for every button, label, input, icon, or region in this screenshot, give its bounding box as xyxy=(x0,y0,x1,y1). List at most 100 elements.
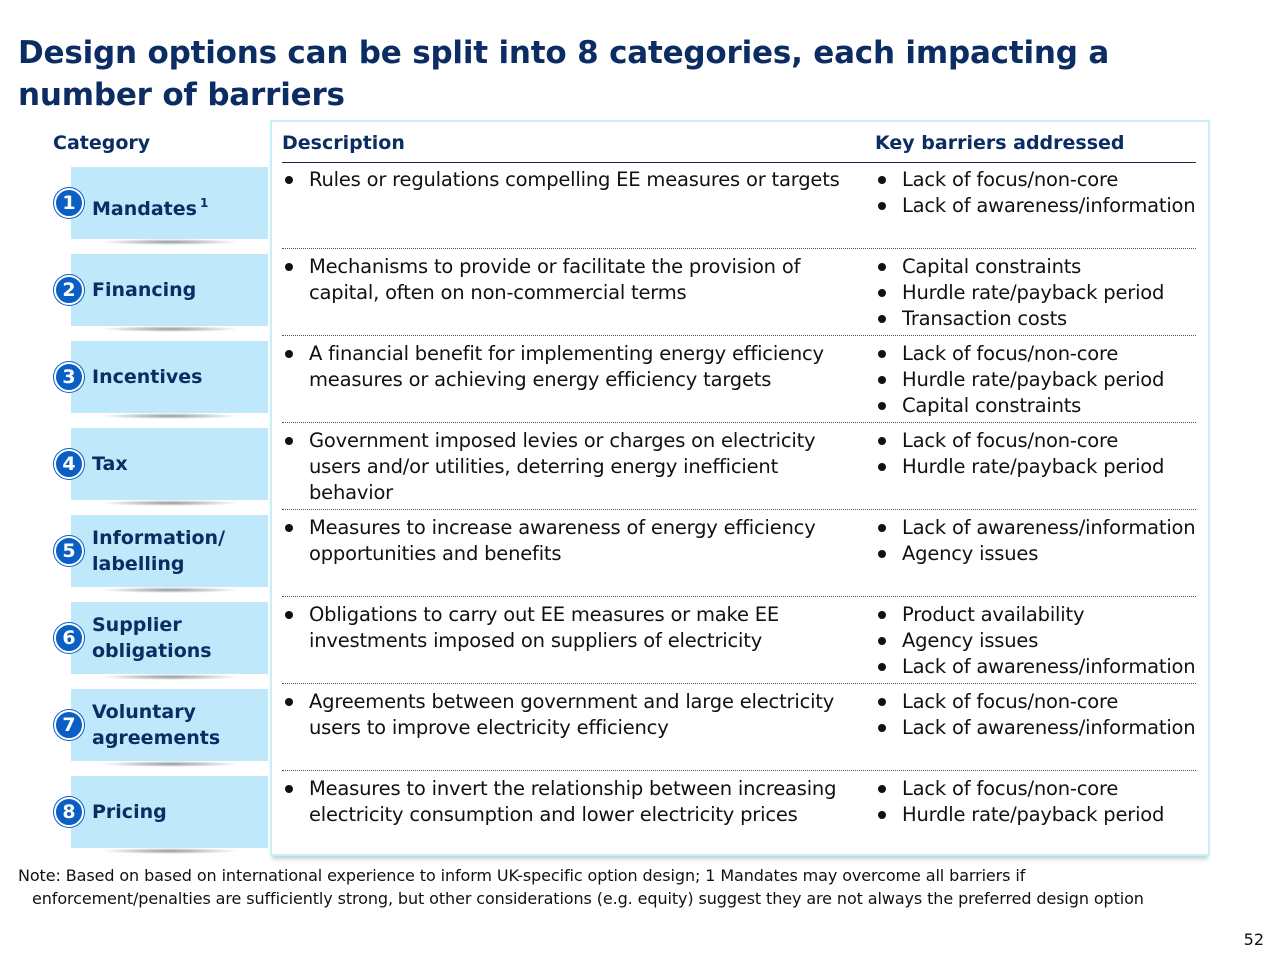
category-label: Incentives xyxy=(92,364,267,390)
category-box xyxy=(71,254,268,326)
description-item: Mechanisms to provide or facilitate the … xyxy=(282,254,862,306)
category-label-text: Mandates xyxy=(92,198,197,220)
category-number-badge: 4 xyxy=(54,449,84,479)
category-label: Mandates 1 xyxy=(92,190,267,222)
description-item: Obligations to carry out EE measures or … xyxy=(282,602,862,654)
barriers-list: Capital constraints Hurdle rate/payback p… xyxy=(875,254,1205,332)
category-label-text: Tax xyxy=(92,453,128,475)
category-label-text: Incentives xyxy=(92,366,203,388)
description-list: Agreements between government and large … xyxy=(282,689,862,741)
category-number-badge: 1 xyxy=(54,188,84,218)
footnote-line-1: Note: Based on based on international ex… xyxy=(18,866,1026,885)
description-item: Measures to increase awareness of energy… xyxy=(282,515,862,567)
category-label-text: Information/ labelling xyxy=(92,527,226,575)
barrier-item: Lack of focus/non-core xyxy=(875,428,1205,454)
barrier-item: Lack of focus/non-core xyxy=(875,776,1205,802)
category-box-shadow xyxy=(100,587,240,593)
description-list: Mechanisms to provide or facilitate the … xyxy=(282,254,862,306)
barrier-item: Lack of awareness/information xyxy=(875,515,1205,541)
category-box xyxy=(71,776,268,848)
footnote-marker: 1 xyxy=(199,196,209,210)
barrier-item: Lack of awareness/information xyxy=(875,193,1205,219)
category-number-badge: 7 xyxy=(54,710,84,740)
category-label: Information/ labelling xyxy=(92,525,267,577)
row-separator xyxy=(282,509,1196,510)
description-header: Description xyxy=(282,132,405,154)
barrier-item: Lack of awareness/information xyxy=(875,654,1205,680)
category-label: Financing xyxy=(92,277,267,303)
barriers-list: Lack of focus/non-core Hurdle rate/paybac… xyxy=(875,341,1205,419)
barrier-item: Hurdle rate/payback period xyxy=(875,454,1205,480)
description-list: A financial benefit for implementing ene… xyxy=(282,341,862,393)
description-list: Measures to increase awareness of energy… xyxy=(282,515,862,567)
barrier-item: Lack of awareness/information xyxy=(875,715,1205,741)
page-number: 52 xyxy=(1243,930,1264,949)
category-number-badge: 8 xyxy=(54,797,84,827)
row-separator xyxy=(282,422,1196,423)
barriers-list: Lack of focus/non-core Lack of awareness/… xyxy=(875,167,1205,219)
row-separator xyxy=(282,248,1196,249)
category-box-shadow xyxy=(100,848,240,854)
category-label: Tax xyxy=(92,451,267,477)
row-separator xyxy=(282,683,1196,684)
category-box xyxy=(71,341,268,413)
barrier-item: Product availability xyxy=(875,602,1205,628)
barrier-item: Hurdle rate/payback period xyxy=(875,367,1205,393)
barrier-item: Hurdle rate/payback period xyxy=(875,280,1205,306)
description-item: Agreements between government and large … xyxy=(282,689,862,741)
category-label-text: Pricing xyxy=(92,801,167,823)
category-box xyxy=(71,428,268,500)
barrier-item: Transaction costs xyxy=(875,306,1205,332)
barriers-list: Lack of focus/non-core Hurdle rate/paybac… xyxy=(875,428,1205,480)
description-list: Rules or regulations compelling EE measu… xyxy=(282,167,862,193)
barriers-header: Key barriers addressed xyxy=(875,132,1125,154)
barrier-item: Capital constraints xyxy=(875,393,1205,419)
table-panel xyxy=(270,120,1210,856)
footnote: Note: Based on based on international ex… xyxy=(18,864,1258,910)
category-box-shadow xyxy=(100,500,240,506)
category-label: Pricing xyxy=(92,799,267,825)
category-number-badge: 3 xyxy=(54,362,84,392)
category-box-shadow xyxy=(100,413,240,419)
description-list: Obligations to carry out EE measures or … xyxy=(282,602,862,654)
category-label: Voluntary agreements xyxy=(92,699,267,751)
row-separator xyxy=(282,335,1196,336)
category-box xyxy=(71,515,268,587)
category-label: Supplier obligations xyxy=(92,612,267,664)
barrier-item: Agency issues xyxy=(875,541,1205,567)
category-number-badge: 6 xyxy=(54,623,84,653)
barrier-item: Lack of focus/non-core xyxy=(875,689,1205,715)
barrier-item: Lack of focus/non-core xyxy=(875,167,1205,193)
footnote-line-2: enforcement/penalties are sufficiently s… xyxy=(32,889,1144,908)
barrier-item: Capital constraints xyxy=(875,254,1205,280)
barrier-item: Lack of focus/non-core xyxy=(875,341,1205,367)
category-number-badge: 5 xyxy=(54,536,84,566)
barrier-item: Hurdle rate/payback period xyxy=(875,802,1205,828)
category-box-shadow xyxy=(100,239,240,245)
barriers-list: Lack of awareness/information Agency issu… xyxy=(875,515,1205,567)
row-separator xyxy=(282,770,1196,771)
description-item: Measures to invert the relationship betw… xyxy=(282,776,862,828)
category-box-shadow xyxy=(100,761,240,767)
description-list: Government imposed levies or charges on … xyxy=(282,428,862,506)
category-box-shadow xyxy=(100,326,240,332)
description-list: Measures to invert the relationship betw… xyxy=(282,776,862,828)
category-box xyxy=(71,167,268,239)
category-label-text: Supplier obligations xyxy=(92,614,212,662)
description-item: Rules or regulations compelling EE measu… xyxy=(282,167,862,193)
category-number-badge: 2 xyxy=(54,275,84,305)
description-item: Government imposed levies or charges on … xyxy=(282,428,862,506)
barrier-item: Agency issues xyxy=(875,628,1205,654)
category-box xyxy=(71,602,268,674)
barriers-list: Product availability Agency issues Lack of… xyxy=(875,602,1205,680)
category-label-text: Financing xyxy=(92,279,197,301)
header-divider xyxy=(282,162,1196,163)
category-box xyxy=(71,689,268,761)
row-separator xyxy=(282,596,1196,597)
page-title: Design options can be split into 8 categ… xyxy=(18,35,1110,113)
category-header: Category xyxy=(53,132,151,154)
category-box-shadow xyxy=(100,674,240,680)
description-item: A financial benefit for implementing ene… xyxy=(282,341,862,393)
barriers-list: Lack of focus/non-core Lack of awareness/… xyxy=(875,689,1205,741)
category-label-text: Voluntary agreements xyxy=(92,701,221,749)
